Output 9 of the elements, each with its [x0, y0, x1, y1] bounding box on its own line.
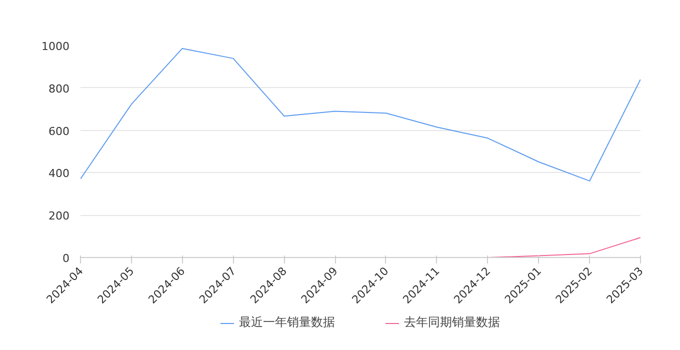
- y-tick-label: 0: [62, 252, 70, 265]
- y-tick-label: 400: [48, 167, 70, 180]
- y-tick-label: 200: [48, 210, 70, 223]
- y-tick-label: 1000: [42, 40, 70, 53]
- legend-label: 去年同期销量数据: [404, 314, 500, 331]
- line-series: [80, 48, 640, 182]
- y-tick-label: 800: [48, 82, 70, 96]
- legend-label: 最近一年销量数据: [239, 314, 335, 331]
- y-tick-label: 600: [48, 124, 70, 138]
